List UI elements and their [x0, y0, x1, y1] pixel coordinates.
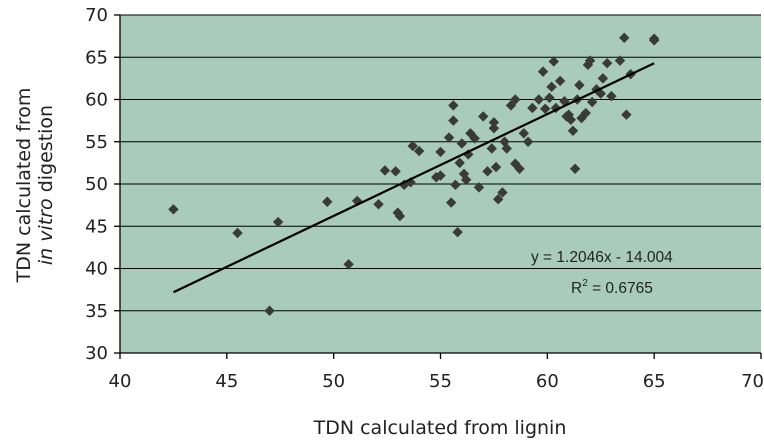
- data-point: [272, 216, 284, 228]
- data-point: [448, 115, 459, 126]
- data-point: [580, 107, 591, 119]
- data-point: [398, 179, 410, 191]
- y-tick-label-50: 50: [85, 174, 108, 195]
- x-tick-label-60: 60: [536, 371, 559, 392]
- data-point: [478, 111, 489, 122]
- data-point: [539, 103, 551, 114]
- data-point: [537, 66, 549, 77]
- data-point: [518, 128, 530, 139]
- data-point: [264, 305, 275, 316]
- data-point: [456, 138, 468, 149]
- x-tick-label-50: 50: [322, 371, 345, 392]
- y-tick-label-65: 65: [85, 47, 108, 68]
- x-axis-title: TDN calculated from lignin: [313, 417, 567, 439]
- trendline-equation: y = 1.2046x - 14.004: [531, 249, 673, 266]
- y-tick-label-45: 45: [85, 216, 108, 237]
- x-tick-label-45: 45: [215, 371, 238, 392]
- data-point: [452, 226, 463, 238]
- data-point: [460, 174, 472, 185]
- data-point: [554, 75, 566, 87]
- data-point: [601, 57, 613, 69]
- data-point: [582, 59, 594, 71]
- data-points: [168, 32, 660, 316]
- r-squared-label: R2 = 0.6765: [571, 278, 653, 297]
- data-point: [482, 166, 493, 177]
- y-tick-label-70: 70: [85, 5, 108, 26]
- data-point: [544, 92, 555, 104]
- data-point: [379, 165, 391, 176]
- data-point: [606, 90, 617, 102]
- y-tick-label-40: 40: [85, 259, 108, 280]
- data-point: [501, 143, 512, 154]
- y-tick-label-35: 35: [85, 301, 108, 322]
- data-point: [510, 94, 521, 105]
- data-point: [405, 177, 416, 188]
- data-point: [492, 194, 504, 205]
- y-tick-label-55: 55: [85, 132, 108, 153]
- data-point: [514, 163, 525, 174]
- data-point: [488, 117, 500, 128]
- gridlines: [120, 14, 761, 312]
- x-tick-labels: 40 45 50 55 60 65 70: [109, 371, 764, 392]
- data-point: [574, 79, 585, 91]
- y-tick-labels: 30 35 40 45 50 55 60 65 70: [85, 5, 108, 364]
- data-point: [584, 55, 596, 66]
- data-point: [533, 94, 544, 105]
- axes: [114, 14, 762, 359]
- data-point: [473, 182, 485, 193]
- data-point: [565, 114, 577, 125]
- data-point: [413, 145, 425, 157]
- data-point: [469, 133, 480, 144]
- data-point: [322, 196, 333, 207]
- data-point: [597, 73, 609, 84]
- data-point: [168, 204, 179, 215]
- data-point: [587, 96, 598, 108]
- trendline: [172, 62, 655, 294]
- data-point: [522, 136, 534, 147]
- data-point: [435, 170, 446, 181]
- data-point: [497, 187, 508, 198]
- data-point: [648, 35, 660, 46]
- data-point: [619, 32, 630, 44]
- data-point: [569, 163, 581, 174]
- data-point: [486, 143, 497, 154]
- data-point: [443, 132, 455, 143]
- data-point: [563, 109, 574, 120]
- data-point: [567, 125, 579, 136]
- data-point: [407, 140, 418, 152]
- data-point: [343, 259, 354, 270]
- data-point: [488, 123, 500, 134]
- data-point: [373, 199, 384, 210]
- x-tick-label-40: 40: [109, 371, 132, 392]
- data-point: [621, 109, 632, 120]
- data-point: [454, 157, 465, 169]
- data-point: [390, 166, 401, 177]
- data-point: [435, 146, 446, 158]
- y-tick-label-30: 30: [85, 343, 108, 364]
- data-point: [548, 56, 559, 67]
- data-point: [232, 227, 243, 239]
- x-tick-label-70: 70: [741, 371, 764, 392]
- x-tick-label-55: 55: [429, 371, 452, 392]
- x-tick-label-65: 65: [643, 371, 666, 392]
- y-tick-label-60: 60: [85, 90, 108, 111]
- y-axis-title-line1: TDN calculated from: [13, 88, 35, 284]
- data-point: [527, 102, 538, 114]
- data-point: [445, 197, 457, 208]
- data-point: [490, 161, 502, 173]
- data-point: [394, 210, 406, 222]
- y-axis-title-line2: in vitro digestion: [35, 105, 57, 265]
- data-point: [448, 100, 459, 111]
- data-point: [614, 55, 626, 66]
- data-point: [510, 158, 521, 169]
- data-point: [546, 81, 557, 93]
- data-point: [450, 179, 461, 191]
